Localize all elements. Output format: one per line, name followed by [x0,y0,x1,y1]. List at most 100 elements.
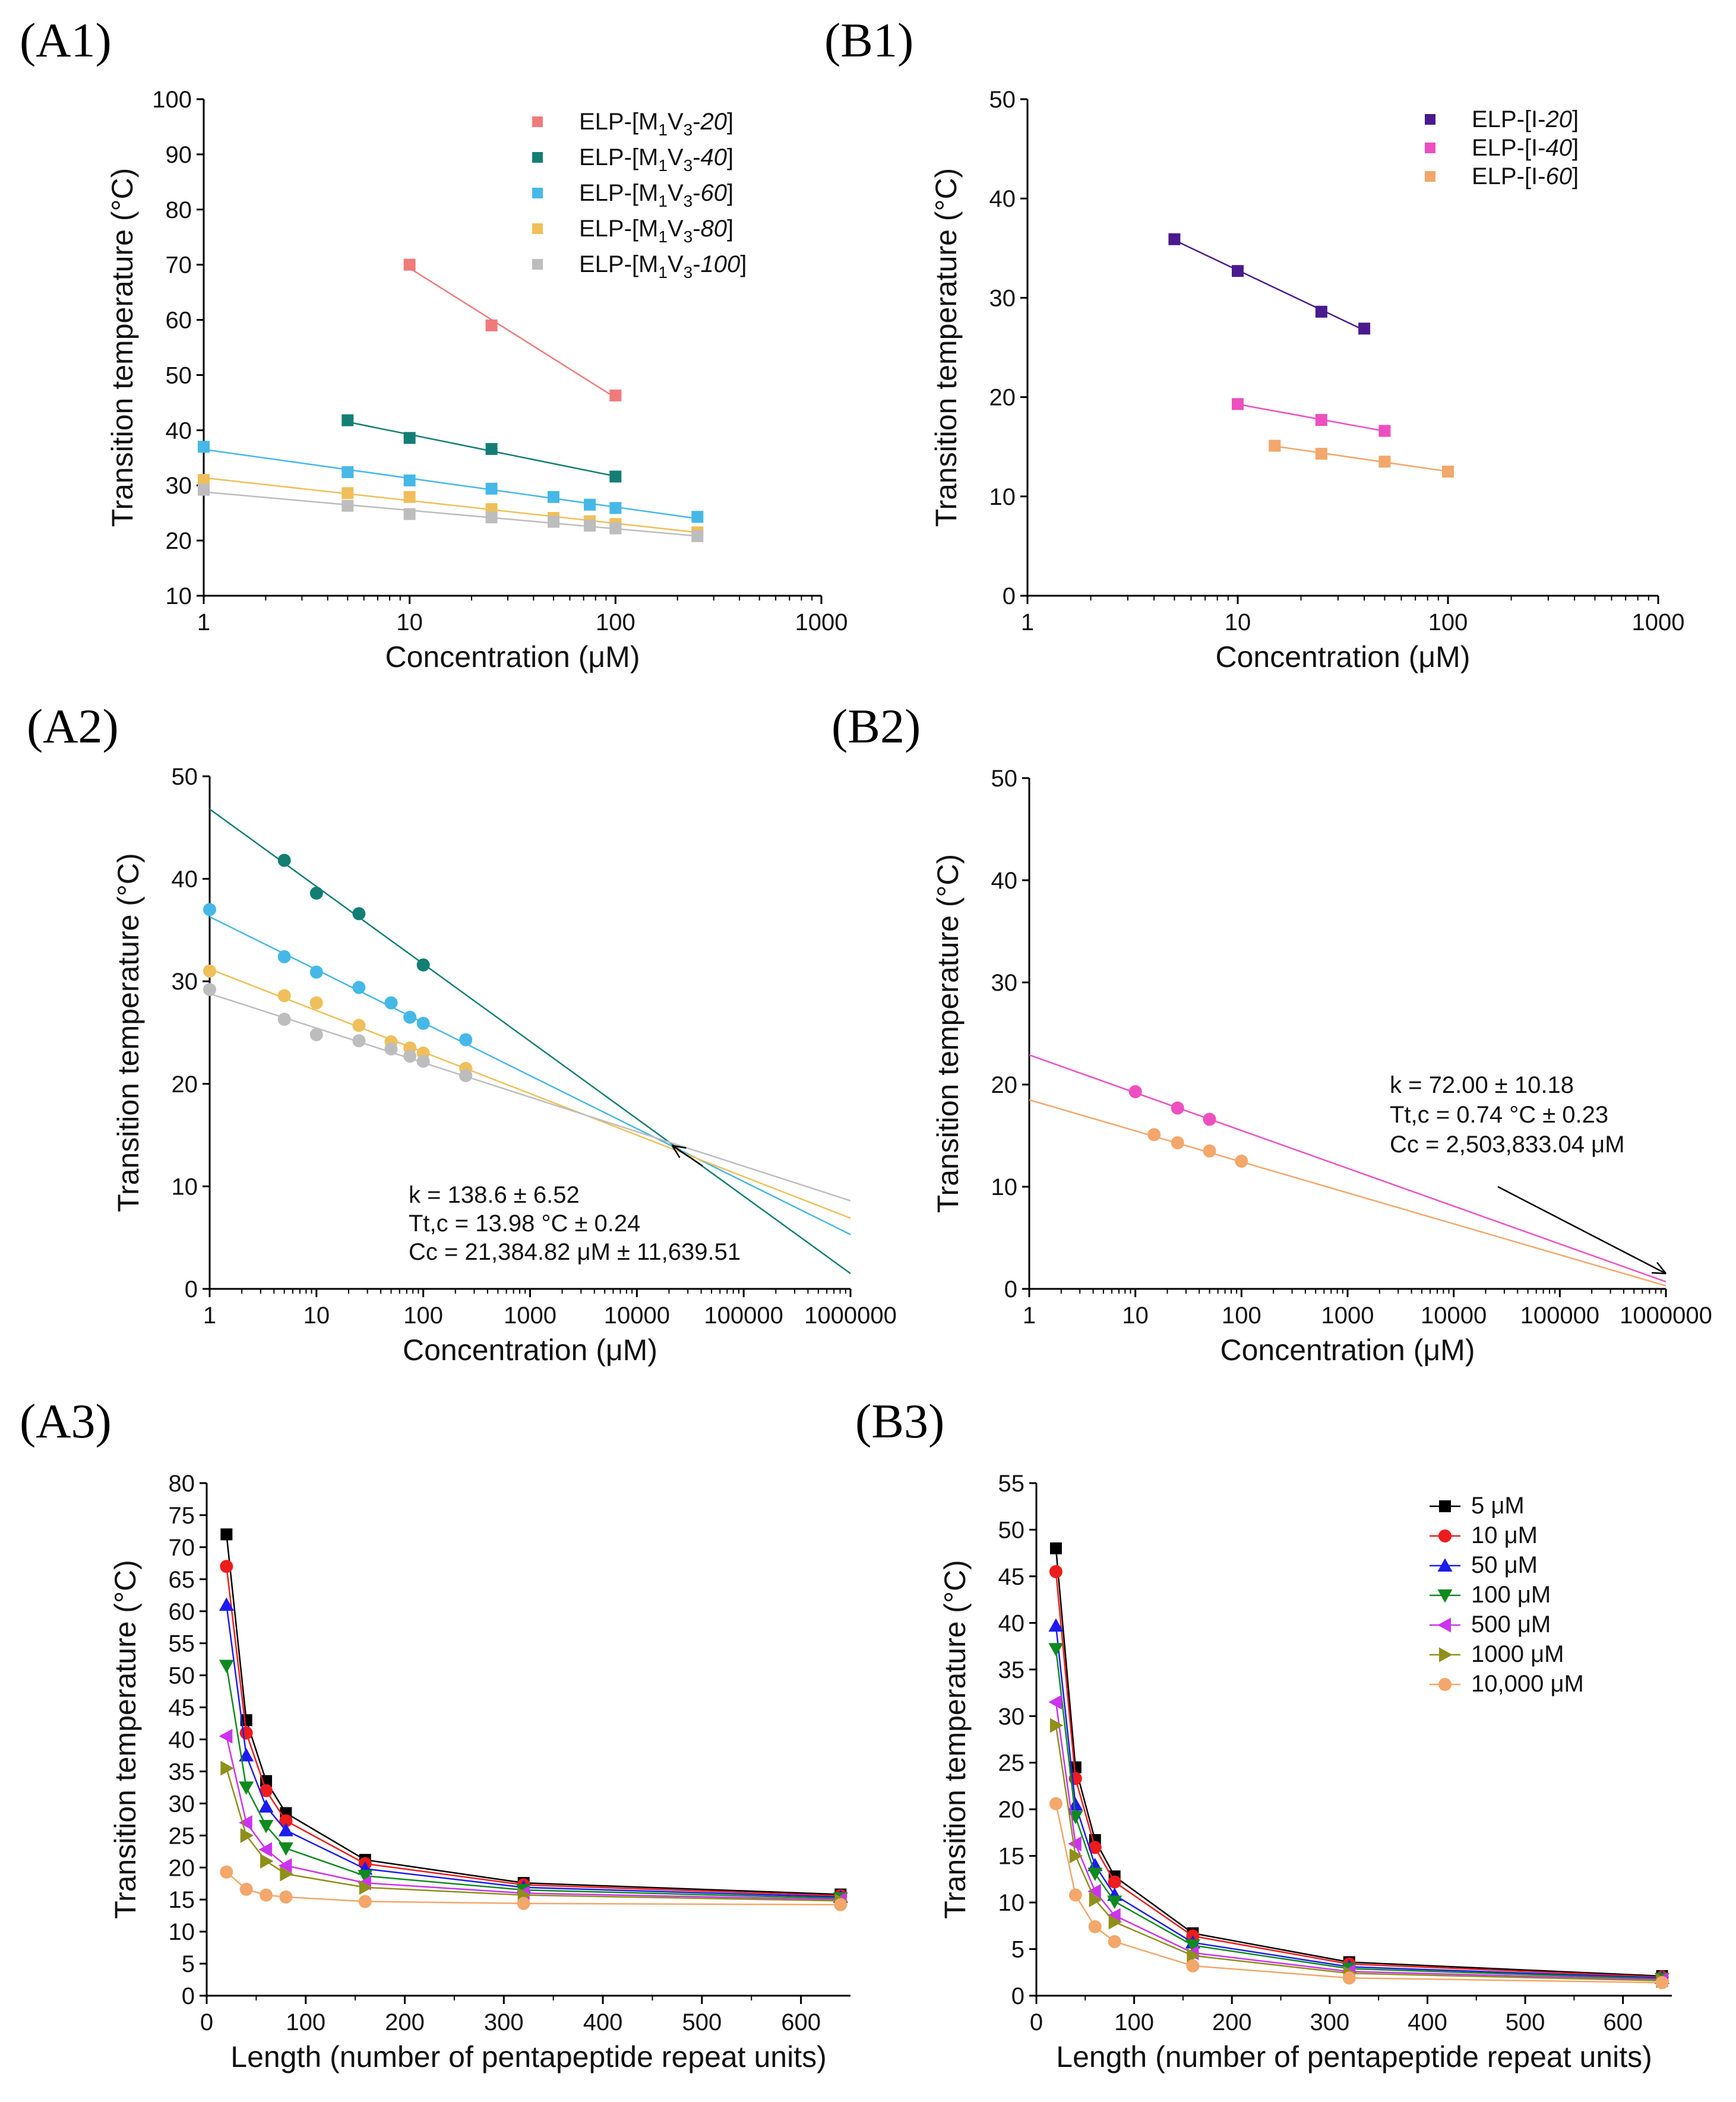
legend-marker [1438,1678,1452,1691]
data-point [1315,414,1327,426]
legend-text: ] [740,251,747,277]
x-tick-label: 10 [303,1303,330,1329]
series-6 [1049,1797,1669,1990]
data-point [1358,323,1371,335]
data-point [258,1799,274,1813]
panel-A2: (A2) 0 10 20 30 40 50 1 10 100 1000 10000 100000 1000… [27,699,897,1367]
legend-subscript: 3 [684,156,693,175]
legend-subscript: 1 [658,156,668,175]
data-point [278,1823,293,1837]
series-1 [220,1560,848,1902]
legend-marker [532,259,543,270]
legend-subscript: 1 [658,263,668,282]
x-tick-label: 500 [682,2009,722,2035]
y-tick-label: 40 [169,1727,195,1753]
data-point [352,1019,366,1032]
data-point [1315,305,1327,318]
data-point [485,482,498,495]
data-point [198,441,210,453]
data-point [1378,425,1391,437]
legend-label-0: ELP-[I-20] [1472,106,1579,132]
annotation-line-2: Cc = 21,384.82 μM ± 11,639.51 [409,1239,741,1265]
data-point [485,319,498,331]
data-point [1049,1565,1063,1579]
y-tick-label: 60 [166,308,192,334]
legend-marker [1438,1529,1452,1542]
data-point [834,1898,848,1911]
y-tick-label: 30 [169,1791,195,1817]
series-line [1055,1725,1662,1982]
data-point [1203,1144,1216,1158]
data-point [1108,1875,1121,1889]
x-tick-label: 100 [1428,609,1468,636]
data-point [1048,1618,1064,1632]
y-tick-label: 50 [166,362,192,388]
y-tick-label: 80 [169,1471,195,1497]
legend-label-6: 10,000 μM [1471,1671,1584,1697]
data-point [1048,1695,1062,1710]
legend-text: V [668,109,684,135]
legend-label-0: 5 μM [1471,1493,1525,1519]
y-tick-label: 40 [172,867,198,893]
data-point [309,886,323,900]
data-point [1232,398,1244,410]
data-point [403,508,416,520]
data-point [352,1034,366,1048]
x-tick-label: 10000 [1421,1303,1487,1329]
legend-text: - [692,251,700,277]
y-tick-label: 20 [989,385,1016,411]
data-point [1107,1908,1121,1923]
data-point [1378,456,1391,468]
x-tick-label: 1000 [1321,1303,1374,1329]
y-tick-label: 30 [991,970,1018,996]
data-point [260,1888,273,1902]
series-2 [198,441,704,523]
annotation-line-1: Tt,c = 13.98 °C ± 0.24 [409,1210,640,1237]
y-axis-label: Transition temperature (°C) [112,853,145,1212]
data-point [220,1560,233,1573]
data-point [260,1853,274,1869]
legend-subscript: 1 [658,227,668,246]
data-point [1107,1895,1122,1910]
x-tick-label: 200 [1212,2009,1252,2035]
x-tick-label: 1 [197,609,210,636]
y-tick-label: 25 [998,1750,1025,1777]
data-point [1068,1888,1082,1902]
data-point [358,1870,373,1883]
y-tick-label: 10 [989,484,1016,510]
data-point [341,487,354,500]
legend-label-1: 10 μM [1471,1522,1538,1548]
fit-line [1029,1099,1667,1287]
legend-italic: 20 [700,109,728,135]
data-point [279,1890,293,1904]
y-tick-label: 25 [169,1823,195,1849]
data-point [1068,1836,1082,1851]
x-tick-label: 600 [1603,2009,1643,2035]
legend: ELP-[I-20]ELP-[I-40]ELP-[I-60] [1425,106,1579,189]
legend-marker [532,223,543,234]
data-point [277,854,291,867]
series-5 [220,1760,848,1908]
series-line [1055,1702,1662,1981]
data-point [277,1013,291,1026]
data-point [1187,1948,1200,1964]
x-tick-label: 1000000 [1620,1303,1712,1329]
y-tick-label: 40 [998,1610,1025,1636]
data-point [609,389,622,402]
data-point [691,511,704,523]
data-point [1185,1939,1200,1953]
y-tick-label: 35 [169,1759,195,1785]
x-axis-label: Concentration (μM) [385,640,640,674]
legend-marker [1437,1589,1453,1603]
fit-line [203,448,698,520]
x-axis-label: Length (number of pentapeptide repeat un… [1056,2040,1652,2073]
legend-text: ] [1572,106,1579,132]
y-tick-label: 30 [172,969,198,995]
annotation-line-2: Cc = 2,503,833.04 μM [1390,1131,1625,1158]
data-point [384,996,398,1010]
legend-marker [532,116,543,127]
fit-line [1237,403,1385,432]
series-1 [1029,1099,1667,1287]
y-tick-label: 30 [166,473,192,499]
annotation-arrowhead [671,1145,687,1158]
